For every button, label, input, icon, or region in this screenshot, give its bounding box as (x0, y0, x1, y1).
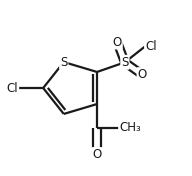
Text: O: O (137, 68, 147, 81)
Text: O: O (113, 36, 122, 49)
Text: S: S (60, 56, 67, 69)
Text: Cl: Cl (7, 81, 18, 95)
Text: O: O (92, 148, 102, 161)
Text: CH₃: CH₃ (119, 121, 141, 134)
Text: S: S (121, 56, 129, 69)
Text: Cl: Cl (145, 40, 157, 53)
